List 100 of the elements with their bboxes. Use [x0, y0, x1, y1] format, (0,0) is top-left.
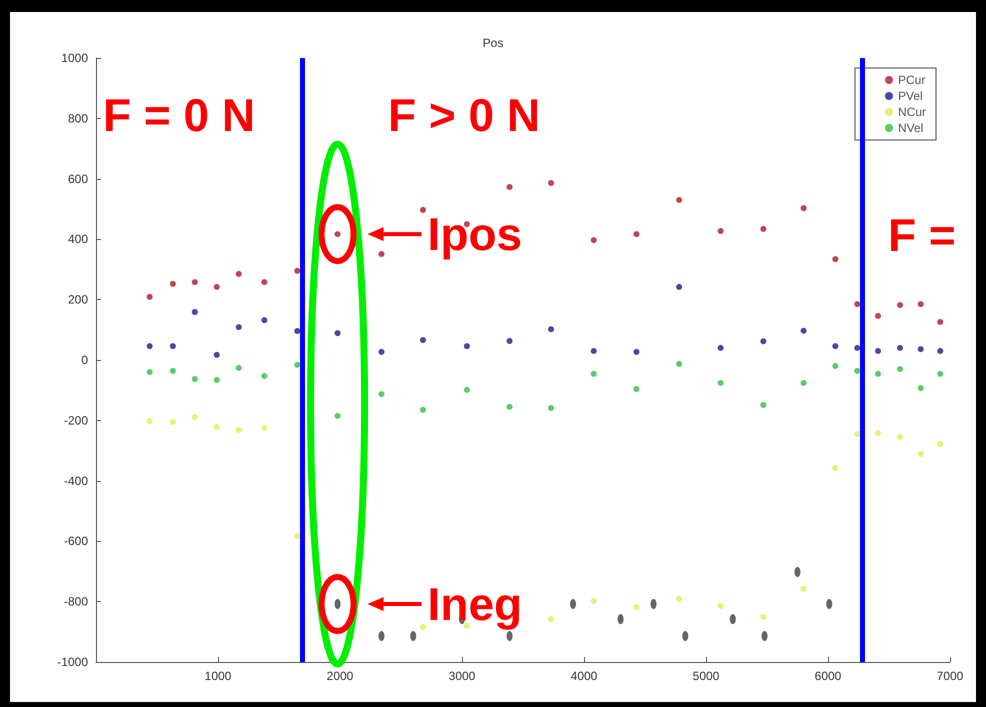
point	[146, 343, 153, 350]
point	[676, 596, 682, 602]
legend-label: NCur	[898, 105, 926, 119]
point	[590, 348, 597, 354]
point	[420, 206, 426, 213]
point	[590, 237, 597, 244]
y-tick-label: 1000	[61, 51, 88, 65]
point	[832, 256, 838, 262]
point	[937, 318, 944, 325]
point	[548, 180, 554, 186]
annotation: Ipos	[428, 208, 522, 260]
point	[854, 344, 860, 351]
point	[800, 205, 807, 212]
point	[718, 380, 724, 386]
point	[294, 533, 300, 540]
point	[854, 301, 860, 308]
point	[170, 418, 176, 425]
point	[760, 226, 766, 232]
point	[896, 434, 903, 440]
point	[506, 338, 513, 344]
point	[590, 370, 597, 377]
point	[214, 424, 220, 430]
point	[378, 391, 384, 398]
y-tick-label: -800	[64, 594, 88, 609]
point	[832, 465, 838, 472]
point	[676, 196, 682, 203]
point	[294, 268, 300, 274]
point	[875, 348, 882, 354]
point	[334, 412, 341, 419]
x-tick-label: 6000	[814, 669, 842, 683]
point	[146, 418, 153, 424]
point	[378, 348, 384, 355]
point	[506, 184, 513, 190]
point	[236, 427, 242, 434]
x-tick-label: 5000	[692, 669, 720, 683]
point	[633, 604, 640, 610]
point	[633, 348, 640, 355]
legend-label: PCur	[898, 73, 926, 87]
y-tick-label: 0	[81, 353, 88, 367]
point	[294, 362, 300, 368]
point	[676, 360, 682, 367]
point	[800, 380, 807, 386]
x-tick-label: 3000	[448, 669, 476, 683]
y-tick-label: -200	[64, 413, 88, 428]
point	[420, 406, 426, 413]
y-tick-label: -400	[64, 474, 88, 488]
point	[875, 312, 882, 319]
y-tick-label: 400	[68, 232, 88, 246]
annotation: F =	[888, 209, 956, 261]
point	[760, 614, 766, 620]
y-tick-label: 600	[68, 172, 88, 186]
point	[464, 386, 470, 393]
point	[633, 386, 640, 392]
point	[718, 602, 724, 609]
legend-label: NVel	[898, 121, 924, 135]
point	[170, 368, 176, 374]
point	[937, 370, 944, 377]
point	[590, 598, 597, 604]
point	[854, 368, 860, 374]
point	[192, 414, 198, 420]
point	[875, 430, 882, 436]
point	[294, 328, 300, 334]
point	[420, 624, 426, 630]
point	[146, 294, 153, 300]
point	[378, 251, 384, 257]
point	[854, 430, 860, 437]
point	[633, 231, 640, 238]
annotation: F = 0 N	[103, 89, 256, 141]
chart-title: Pos	[482, 36, 504, 50]
point	[261, 373, 268, 380]
point	[875, 370, 882, 377]
point	[214, 352, 220, 358]
y-tick-label: 200	[68, 292, 88, 307]
point	[548, 405, 554, 412]
point	[718, 228, 724, 234]
annotation: Ineg	[428, 578, 522, 630]
point	[420, 337, 426, 344]
x-tick-label: 2000	[326, 669, 354, 683]
point	[192, 308, 198, 315]
point	[192, 279, 198, 286]
point	[800, 586, 807, 592]
y-tick-label: 800	[68, 111, 88, 126]
point	[261, 279, 268, 286]
point	[918, 385, 924, 392]
point	[548, 326, 554, 332]
point	[937, 440, 944, 447]
point	[760, 338, 766, 344]
y-tick-label: -600	[64, 534, 88, 548]
point	[918, 346, 924, 352]
point	[676, 284, 682, 290]
point	[832, 363, 838, 370]
point	[236, 324, 242, 330]
point	[261, 317, 268, 324]
point	[214, 284, 220, 290]
point	[800, 328, 807, 334]
point	[214, 376, 220, 383]
point	[464, 343, 470, 350]
point	[170, 343, 176, 350]
point	[548, 616, 554, 622]
point	[334, 231, 341, 238]
